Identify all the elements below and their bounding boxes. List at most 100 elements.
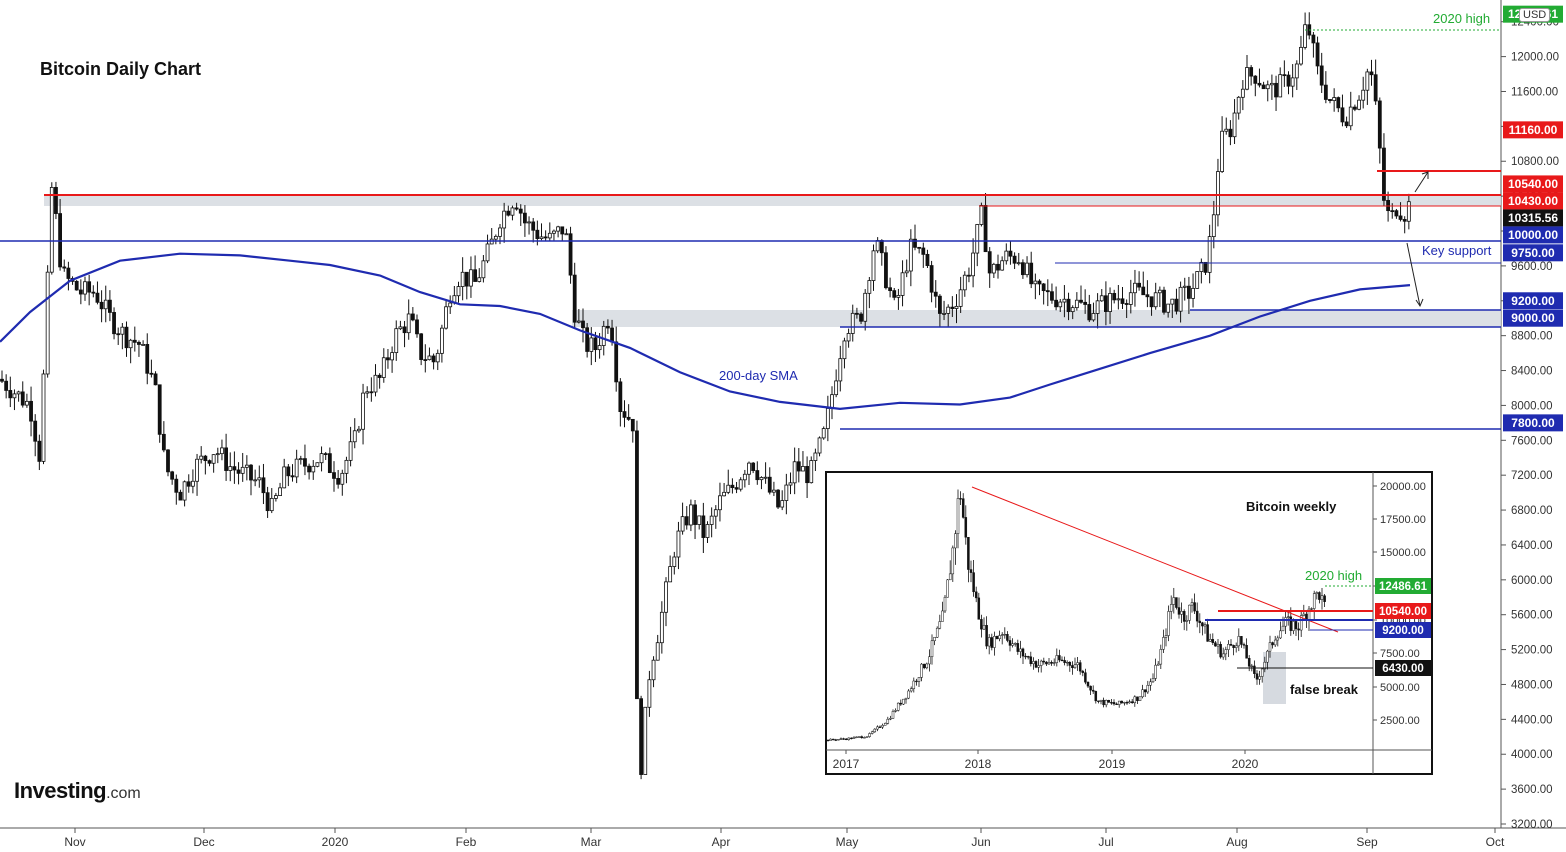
inset-candle-down xyxy=(1068,661,1072,666)
inset-candle-up xyxy=(907,690,910,699)
candle-down xyxy=(987,251,992,274)
inset-candle-down xyxy=(834,739,838,741)
candle-down xyxy=(137,341,141,345)
level-label-box xyxy=(1503,175,1563,193)
level-label-text: 7800.00 xyxy=(1511,416,1555,430)
y-tick-label: 4000.00 xyxy=(1511,749,1553,761)
level-label-text: 9000.00 xyxy=(1511,311,1555,325)
inset-candle-up xyxy=(891,711,895,719)
inset-level-labels: 12486.61 10540.00 9200.00 6430.00 xyxy=(1375,578,1431,676)
candle-down xyxy=(693,504,697,525)
inset-label-2020-high: 2020 high xyxy=(1305,568,1362,583)
candle-up xyxy=(552,230,556,234)
candle-up xyxy=(1303,24,1307,48)
inset-candle-up xyxy=(1104,699,1108,706)
candle-up xyxy=(141,344,146,346)
chart-title: Bitcoin Daily Chart xyxy=(40,59,202,79)
y-tick-label: 10800.00 xyxy=(1511,156,1559,168)
candle-up xyxy=(1265,84,1270,90)
candle-up xyxy=(527,221,531,224)
inset-candle-up xyxy=(982,625,986,630)
inset-candle-down xyxy=(1206,624,1209,642)
candle-down xyxy=(327,453,332,474)
inset-candle-down xyxy=(1240,636,1243,645)
inset-candle-down xyxy=(1021,648,1025,657)
inset-candle-up xyxy=(863,737,866,739)
candle-up xyxy=(361,392,365,430)
inset-candle-up xyxy=(1123,702,1126,704)
inset-candle-down xyxy=(1115,703,1118,706)
candle-up xyxy=(867,280,872,294)
scenario-down-arrowhead xyxy=(1415,298,1424,308)
candle-up xyxy=(1278,74,1283,98)
inset-candle-up xyxy=(1263,661,1267,670)
candle-up xyxy=(1294,63,1299,79)
candle-up xyxy=(269,497,274,512)
candle-down xyxy=(124,326,129,349)
candle-down xyxy=(419,333,424,360)
candle-up xyxy=(278,487,282,496)
inset-candle-up xyxy=(1286,616,1290,618)
x-tick-label: 2020 xyxy=(322,835,349,849)
candle-down xyxy=(1257,82,1262,86)
candle-down xyxy=(929,265,934,293)
inset-candle-up xyxy=(1216,644,1220,647)
candle-down xyxy=(796,461,801,472)
candle-up xyxy=(1153,292,1158,308)
candle-down xyxy=(614,341,619,383)
inset-candle-up xyxy=(1167,611,1170,636)
candle-up xyxy=(792,461,797,484)
inset-candle-down xyxy=(1201,622,1204,627)
inset-trendline xyxy=(971,486,1339,633)
candle-up xyxy=(942,312,946,315)
candle-down xyxy=(153,373,158,386)
inset-candle-up xyxy=(1047,662,1051,665)
inset-candle-down xyxy=(1063,660,1066,663)
level-label-box xyxy=(1503,209,1563,227)
inset-candle-down xyxy=(1107,699,1111,703)
inset-x-axis: 2017 2018 2019 2020 xyxy=(833,750,1259,771)
candle-up xyxy=(676,530,681,558)
inset-candle-up xyxy=(1000,634,1004,636)
candle-up xyxy=(439,327,444,354)
inset-candle-down xyxy=(995,636,999,640)
inset-candle-up xyxy=(956,498,960,534)
inset-candle-down xyxy=(1058,655,1061,661)
inset-candle-down xyxy=(1097,700,1100,702)
candle-down xyxy=(1008,250,1013,257)
inset-candle-up xyxy=(946,579,949,598)
inset-candle-down xyxy=(980,619,983,630)
x-tick-label: Nov xyxy=(64,835,85,849)
candle-down xyxy=(410,313,415,321)
candle-up xyxy=(1016,262,1021,265)
candle-down xyxy=(1029,262,1034,285)
candle-up xyxy=(12,393,17,399)
candle-up xyxy=(195,458,199,482)
daily-candles xyxy=(0,12,1411,780)
candle-up xyxy=(298,458,303,461)
candle-down xyxy=(33,420,38,442)
candle-up xyxy=(356,428,361,432)
inset-candle-down xyxy=(1120,700,1124,704)
inset-candle-up xyxy=(1279,630,1282,639)
candle-up xyxy=(215,453,220,456)
candle-up xyxy=(1299,46,1303,65)
candle-up xyxy=(747,462,751,475)
inset-candle-up xyxy=(1208,639,1212,642)
inset-candle-down xyxy=(1182,611,1186,622)
candle-up xyxy=(846,333,851,342)
inset-candle-down xyxy=(831,738,835,741)
candle-down xyxy=(369,391,374,394)
candle-down xyxy=(303,458,307,467)
candle-up xyxy=(547,232,552,239)
inset-candle-up xyxy=(920,663,923,678)
candle-up xyxy=(228,466,233,471)
inset-candle-up xyxy=(839,738,843,740)
candle-up xyxy=(1095,300,1100,314)
inset-candle-down xyxy=(1271,642,1274,646)
level-label-box xyxy=(1503,292,1563,310)
candle-up xyxy=(1270,82,1274,86)
inset-candle-up xyxy=(943,596,947,612)
candle-down xyxy=(423,359,428,361)
candle-down xyxy=(1228,128,1233,138)
